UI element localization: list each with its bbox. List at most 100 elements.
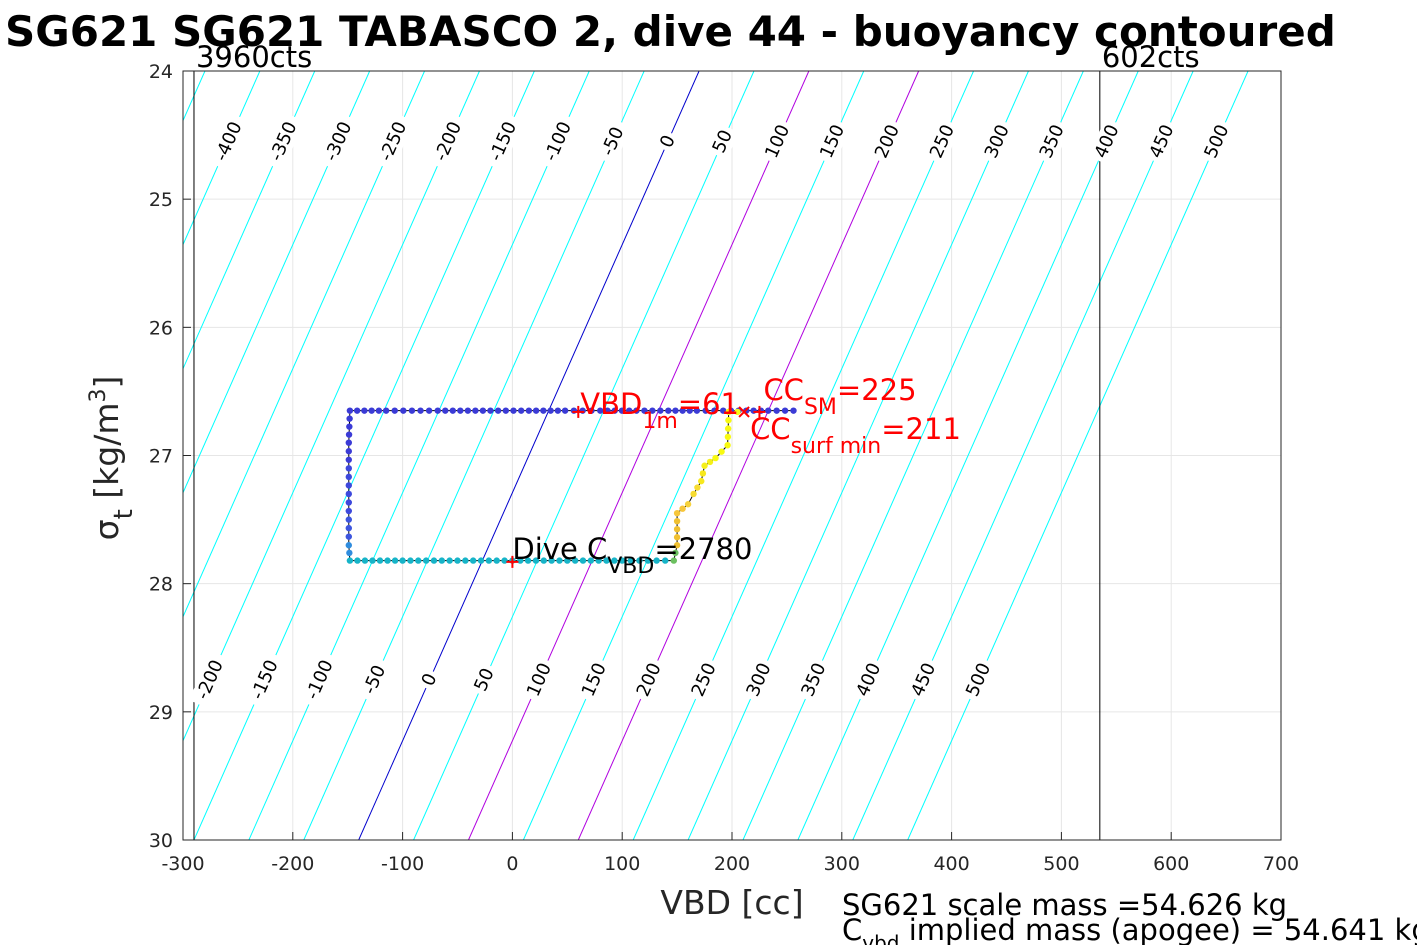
- trajectory-point: [449, 407, 456, 414]
- trajectory-point: [649, 407, 656, 414]
- trajectory-point: [345, 456, 352, 463]
- trajectory-point: [417, 407, 424, 414]
- trajectory-point: [636, 557, 643, 564]
- trajectory-point: [517, 557, 524, 564]
- trajectory-point: [525, 407, 533, 414]
- contour-labels: -400 -350 -300 -250 -200 -150 -100 -50 0 50 100 150…: [189, 112, 1236, 709]
- trajectory-point: [345, 490, 352, 498]
- annotation-value: =225: [837, 373, 917, 407]
- trajectory-point: [765, 407, 772, 414]
- trajectory-point: [532, 557, 540, 564]
- trajectory-point: [673, 525, 681, 533]
- trajectory-point: [712, 454, 719, 462]
- annotation-markers: [506, 405, 766, 568]
- trajectory-point: [711, 407, 718, 414]
- trajectory-point: [353, 407, 361, 414]
- contour-label-bg: [1033, 117, 1071, 166]
- trajectory-point: [595, 557, 602, 564]
- contour-label-bg: [814, 117, 852, 166]
- annotation-main: Dive C: [512, 532, 607, 566]
- x-tick-label: 300: [824, 853, 860, 875]
- annotation-value: =211: [881, 412, 961, 446]
- x-tick-label: 200: [714, 853, 750, 875]
- contour-label-bg: [427, 112, 470, 171]
- trajectory-point: [564, 557, 571, 564]
- y-label-main: σ: [87, 519, 126, 540]
- x-tick-label: -200: [271, 853, 314, 875]
- trajectory-point: [345, 431, 353, 438]
- trajectory-point: [346, 557, 354, 564]
- trajectory-point: [597, 407, 604, 414]
- y-tick-label: 28: [149, 574, 173, 596]
- trajectory-point: [345, 465, 352, 472]
- trajectory-point: [493, 557, 500, 564]
- trajectory-point: [532, 407, 540, 414]
- contour--250: [183, 71, 426, 618]
- trajectory-point: [430, 557, 438, 564]
- trajectory-point: [487, 407, 494, 414]
- trajectory-point: [734, 408, 741, 416]
- trajectory-point: [354, 557, 361, 564]
- trajectory-point: [604, 407, 611, 414]
- trajectory-point: [724, 425, 732, 432]
- trajectory-point: [579, 557, 587, 564]
- y-tick-label: 26: [149, 317, 173, 339]
- trajectory-point: [693, 407, 701, 414]
- trajectory-point: [724, 433, 732, 441]
- contour-label-bg: [317, 112, 360, 171]
- trajectory-point: [679, 407, 686, 414]
- annotation-cc-sm: CCSM=225: [763, 373, 916, 420]
- trajectory-point: [361, 557, 369, 564]
- trajectory-point: [345, 507, 352, 515]
- contour-label-bg: [372, 112, 415, 171]
- contour--150: [193, 71, 535, 840]
- footer-c-sub: vbd: [862, 931, 899, 945]
- contour-label-bg: [482, 112, 525, 171]
- footer-scale-mass: SG621 scale mass =54.626 kg: [842, 888, 1287, 922]
- trajectory-point: [361, 407, 368, 414]
- trajectory-point: [408, 407, 416, 414]
- annotation-sub: SM: [804, 395, 837, 420]
- trajectory-point: [627, 557, 635, 564]
- contour-label-bg: [575, 656, 613, 704]
- contour-label-bg: [298, 650, 341, 709]
- trajectory-point: [701, 462, 708, 469]
- trajectory-point: [571, 557, 579, 564]
- contour-label-bg: [207, 112, 250, 171]
- trajectory-point: [415, 557, 422, 564]
- trajectory-point: [540, 557, 547, 564]
- trajectory-point: [345, 533, 352, 540]
- annotation-main: CC: [763, 373, 804, 407]
- x-tick-label: -100: [381, 853, 424, 875]
- contour-label-bg: [868, 117, 907, 166]
- contour--50: [303, 71, 645, 840]
- trajectory-point: [382, 407, 390, 414]
- contour-label-bg: [520, 656, 558, 704]
- contour-label-bg: [1143, 117, 1181, 166]
- y-label-sub: t: [109, 509, 139, 519]
- axis-ticks: -300 -200 -100 0 100 200 300 400 500 600 700 24 25 26…: [149, 61, 1299, 875]
- contour-100: [468, 71, 810, 840]
- y-label-unit: [kg/m: [87, 403, 126, 510]
- trajectory-point: [457, 407, 464, 414]
- trajectory-point: [673, 517, 681, 525]
- trajectory-point: [672, 549, 679, 557]
- contour-label-bg: [654, 128, 682, 155]
- trajectory-point: [345, 542, 352, 549]
- contour-label-bg: [189, 650, 231, 709]
- contour-label-bg: [740, 656, 778, 704]
- trajectory-point: [561, 407, 569, 414]
- trajectory-point: [345, 473, 352, 481]
- trajectory-point: [462, 557, 469, 564]
- trajectory-point: [422, 557, 430, 564]
- trajectory-point: [407, 557, 414, 564]
- contour-label-bg: [630, 656, 668, 704]
- trajectory-point: [472, 407, 479, 414]
- contour-150: [522, 71, 865, 840]
- trajectory-point: [673, 534, 681, 541]
- y-tick-label: 27: [149, 446, 173, 468]
- trajectory-point: [524, 557, 532, 564]
- contour-label-bg: [905, 656, 943, 704]
- trajectory-point: [346, 415, 353, 422]
- trajectory-point: [673, 509, 681, 517]
